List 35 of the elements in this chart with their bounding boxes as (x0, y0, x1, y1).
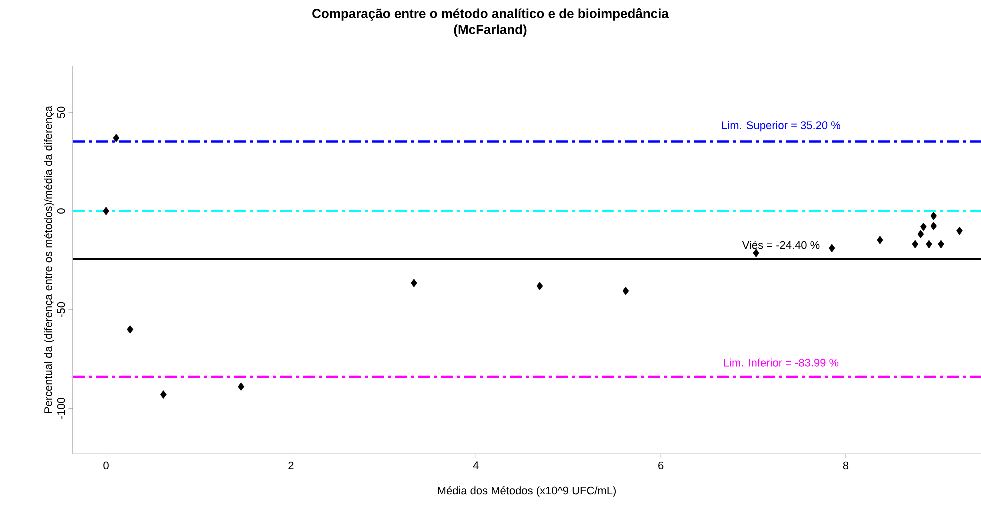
point (918, 230, 924, 239)
point (956, 226, 963, 236)
point (113, 134, 120, 142)
point (920, 222, 927, 232)
point (622, 286, 630, 296)
point (753, 249, 760, 258)
y-tick-label: 50 (57, 106, 66, 118)
point (938, 240, 944, 249)
point (930, 212, 938, 220)
x-tick-label: 8 (843, 462, 849, 470)
x-axis-title: Média dos Métodos (x10^9 UFC/mL) (438, 486, 616, 497)
point (127, 325, 134, 334)
x-tick-label: 2 (288, 462, 294, 470)
ref-line-label: Lim. Inferior = -83.99 % (724, 358, 839, 367)
x-tick-label: 6 (658, 462, 664, 470)
point (877, 236, 884, 244)
point (411, 279, 418, 288)
point (930, 222, 938, 230)
ref-line-label: Viés = -24.40 % (742, 241, 820, 250)
point (160, 390, 167, 399)
point (103, 207, 110, 216)
ref-line-label: Lim. Superior = 35.20 % (722, 121, 840, 132)
chart-subtitle: (McFarland) (454, 24, 527, 37)
point (536, 282, 544, 290)
point (912, 240, 919, 249)
y-axis-title: Percentual da (diferença entre os métodos)/média da diferença (44, 106, 55, 414)
y-tick-label: 0 (57, 208, 66, 214)
y-tick-label: -100 (57, 398, 66, 420)
chart-title: Comparação entre o método analítico e de bioimpedância (312, 8, 670, 21)
point (926, 240, 932, 249)
x-tick-label: 4 (473, 462, 479, 470)
point (238, 382, 244, 392)
x-tick-label: 0 (104, 462, 109, 470)
y-tick-label: -50 (57, 302, 66, 318)
point (828, 244, 836, 253)
